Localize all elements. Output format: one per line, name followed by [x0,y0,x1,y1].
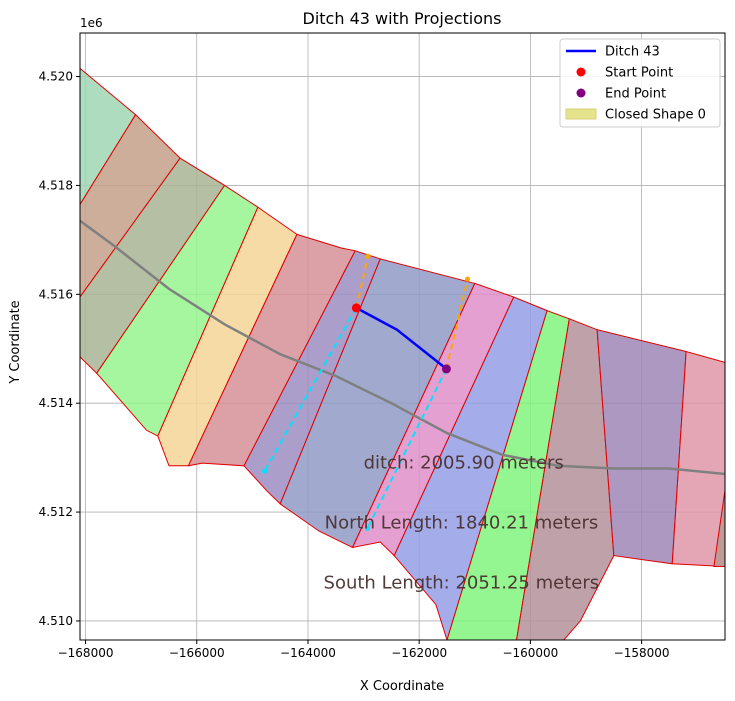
north-projection-line [355,255,369,309]
start-point-marker [351,303,361,313]
y-axis-label: Y Coordinate [8,300,23,384]
legend-marker-swatch [576,67,586,77]
x-axis-label: X Coordinate [360,679,444,694]
legend-label: Closed Shape 0 [605,108,706,123]
segment-polygon [671,350,725,568]
legend-marker-swatch [576,88,586,98]
y-tick-label: 4.520 [39,70,73,84]
y-tick-label: 4.510 [39,614,73,628]
centerline [80,219,725,476]
x-tick-label: −164000 [280,646,336,660]
x-tick-label: −166000 [169,646,225,660]
chart-title: Ditch 43 with Projections [303,9,502,28]
legend-patch-swatch [565,108,597,120]
segment-polygon [713,490,725,567]
legend: Ditch 43 Start Point End Point Closed Shape… [559,38,721,128]
legend-label: Ditch 43 [605,45,660,60]
north-projection-line-end [365,253,371,259]
x-tick-label: −158000 [614,646,670,660]
south-projection-line-end [364,525,370,531]
annotation-label: North Length: 1840.21 meters [325,512,599,533]
south-projection-line [263,307,358,472]
plot-area: ditch: 2005.90 meters North Length: 1840.… [80,33,725,640]
y-tick-label: 4.514 [39,396,73,410]
north-projection-line-end [465,276,471,282]
end-point-marker [441,364,451,374]
legend-label: Start Point [605,66,673,81]
y-tick-label: 4.516 [39,287,73,301]
axes-frame [79,32,726,641]
annotation-label: ditch: 2005.90 meters [364,453,564,474]
y-offset-label: 1e6 [80,16,103,30]
annotation-label: South Length: 2051.25 meters [324,572,600,593]
x-tick-label: −162000 [391,646,447,660]
legend-label: End Point [605,87,666,102]
y-tick-label: 4.518 [39,178,73,192]
south-projection-line-end [262,468,268,474]
y-tick-label: 4.512 [39,505,73,519]
x-tick-label: −160000 [502,646,558,660]
ditch-line [355,306,448,370]
x-tick-label: −168000 [58,646,114,660]
north-projection-line [445,278,469,370]
legend-box [559,38,721,128]
